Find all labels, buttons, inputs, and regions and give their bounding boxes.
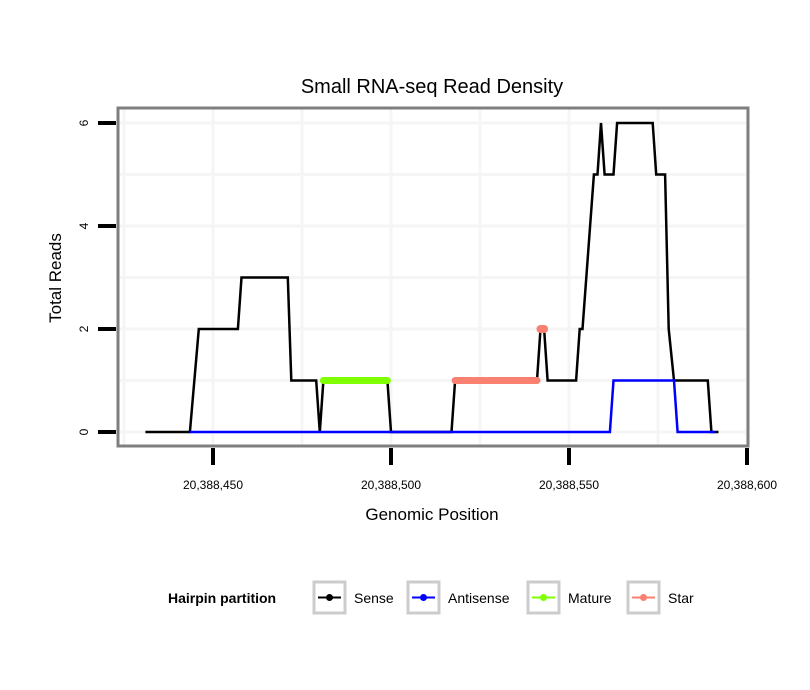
panel-border bbox=[116, 106, 750, 448]
y-axis: 0 2 4 6 bbox=[77, 119, 116, 435]
chart-title: Small RNA-seq Read Density bbox=[301, 76, 563, 98]
y-tick-label: 4 bbox=[77, 222, 91, 229]
x-axis-title: Genomic Position bbox=[365, 505, 498, 524]
y-tick-label: 6 bbox=[77, 119, 91, 126]
y-tick-label: 0 bbox=[77, 428, 91, 435]
legend-item-star: Star bbox=[626, 580, 694, 615]
x-tick-label: 20,388,600 bbox=[717, 478, 777, 492]
x-axis: 20,388,450 20,388,500 20,388,550 20,388,600 bbox=[183, 448, 777, 492]
series-sense-line bbox=[145, 121, 719, 434]
legend-key-point bbox=[420, 594, 427, 601]
legend-key-point bbox=[540, 594, 547, 601]
y-axis-title: Total Reads bbox=[46, 233, 65, 323]
legend: Hairpin partition Sense Antisense Mature St… bbox=[168, 580, 694, 615]
legend-item-sense: Sense bbox=[312, 580, 394, 615]
legend-item-mature: Mature bbox=[526, 580, 612, 615]
x-tick-label: 20,388,450 bbox=[183, 478, 243, 492]
series-antisense-line bbox=[189, 379, 715, 434]
legend-label: Mature bbox=[568, 590, 612, 606]
legend-label: Antisense bbox=[448, 590, 510, 606]
legend-key-point bbox=[640, 594, 647, 601]
legend-label: Sense bbox=[354, 590, 394, 606]
x-tick-label: 20,388,550 bbox=[539, 478, 599, 492]
legend-title: Hairpin partition bbox=[168, 590, 276, 606]
series-layer bbox=[145, 121, 719, 434]
x-tick-label: 20,388,500 bbox=[361, 478, 421, 492]
legend-item-antisense: Antisense bbox=[406, 580, 510, 615]
legend-label: Star bbox=[668, 590, 694, 606]
y-tick-label: 2 bbox=[77, 325, 91, 332]
legend-key-point bbox=[326, 594, 333, 601]
